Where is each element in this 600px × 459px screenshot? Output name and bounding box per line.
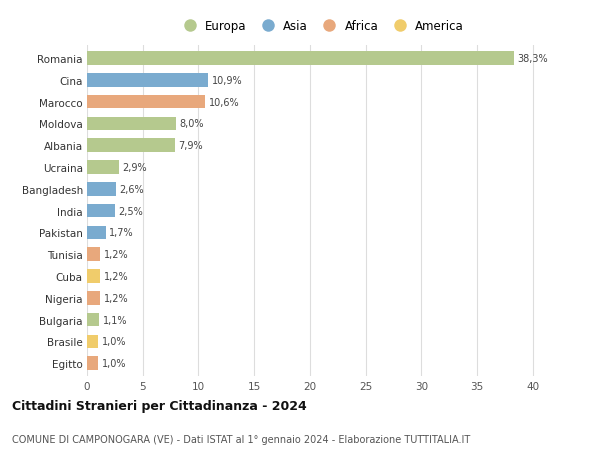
Legend: Europa, Asia, Africa, America: Europa, Asia, Africa, America — [175, 17, 467, 37]
Bar — [87, 52, 514, 66]
Bar — [87, 161, 119, 174]
Text: 1,2%: 1,2% — [104, 250, 128, 260]
Text: 1,2%: 1,2% — [104, 293, 128, 303]
Bar — [87, 204, 115, 218]
Text: 1,1%: 1,1% — [103, 315, 127, 325]
Text: 2,5%: 2,5% — [118, 206, 143, 216]
Text: 7,9%: 7,9% — [178, 141, 203, 151]
Text: COMUNE DI CAMPONOGARA (VE) - Dati ISTAT al 1° gennaio 2024 - Elaborazione TUTTIT: COMUNE DI CAMPONOGARA (VE) - Dati ISTAT … — [12, 434, 470, 444]
Bar — [87, 74, 208, 87]
Text: 10,6%: 10,6% — [208, 97, 239, 107]
Bar — [87, 357, 98, 370]
Bar — [87, 335, 98, 348]
Text: Cittadini Stranieri per Cittadinanza - 2024: Cittadini Stranieri per Cittadinanza - 2… — [12, 399, 307, 412]
Bar — [87, 183, 116, 196]
Text: 1,0%: 1,0% — [101, 336, 126, 347]
Text: 38,3%: 38,3% — [517, 54, 548, 64]
Bar — [87, 291, 100, 305]
Text: 1,2%: 1,2% — [104, 271, 128, 281]
Text: 10,9%: 10,9% — [212, 76, 242, 86]
Text: 2,9%: 2,9% — [122, 162, 147, 173]
Bar — [87, 95, 205, 109]
Text: 8,0%: 8,0% — [179, 119, 204, 129]
Bar — [87, 248, 100, 261]
Text: 1,7%: 1,7% — [109, 228, 134, 238]
Bar — [87, 139, 175, 153]
Bar — [87, 269, 100, 283]
Text: 1,0%: 1,0% — [101, 358, 126, 368]
Bar — [87, 226, 106, 240]
Bar — [87, 118, 176, 131]
Bar — [87, 313, 99, 327]
Text: 2,6%: 2,6% — [119, 185, 144, 195]
